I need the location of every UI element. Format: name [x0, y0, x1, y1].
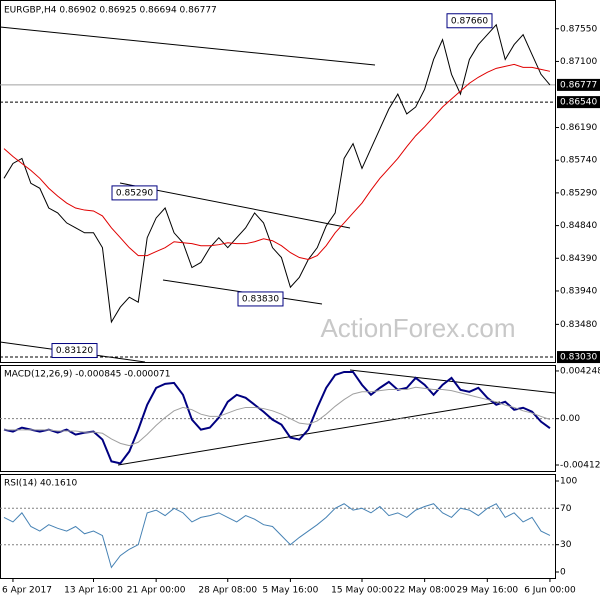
annotation-box	[51, 343, 98, 359]
y-tick-label: 0.83940	[560, 286, 597, 296]
series-line	[3, 503, 551, 569]
y-tick-label: 0.87550	[560, 24, 597, 34]
x-tick-label: 5 May 16:00	[262, 586, 318, 596]
price-panel	[0, 0, 556, 363]
annotation-label: 0.83830	[242, 294, 279, 304]
trendline	[0, 26, 376, 66]
rsi-panel	[0, 474, 556, 579]
y-tick-label: 0.83480	[560, 320, 597, 330]
x-tick-label: 6 Apr 2017	[2, 586, 52, 596]
price-label-box	[557, 78, 600, 91]
annotation-box	[237, 291, 284, 307]
y-tick-label: 0.84390	[560, 254, 597, 264]
y-tick-label: 70	[560, 504, 572, 514]
x-tick-label: 15 May 00:00	[331, 586, 393, 596]
y-tick-label: -0.004126	[560, 461, 600, 471]
y-tick-label: 100	[560, 477, 577, 487]
y-tick-label: 0.87100	[560, 57, 597, 67]
price-label-box	[557, 96, 600, 109]
trendline	[349, 369, 556, 394]
x-tick-label: 6 Jun 00:00	[524, 586, 576, 596]
annotation-box	[446, 13, 493, 29]
annotation-box	[111, 185, 158, 201]
x-tick-label: 22 May 08:00	[394, 586, 456, 596]
series-line	[3, 63, 551, 261]
price-title: EURGBP,H4 0.86902 0.86925 0.86694 0.8677…	[4, 6, 217, 16]
series-line	[4, 386, 551, 447]
y-tick-label: 0.85290	[560, 188, 597, 198]
y-tick-label: 0.85740	[560, 156, 597, 166]
price-label-box	[557, 351, 600, 364]
price-label: 0.86540	[560, 98, 597, 108]
annotation-label: 0.85290	[116, 188, 153, 198]
y-tick-label: 0.84840	[560, 221, 597, 231]
y-tick-label: 0.00	[560, 414, 580, 424]
price-label: 0.86777	[560, 80, 597, 90]
series-line	[3, 370, 551, 465]
trendline	[117, 401, 501, 466]
x-tick-label: 29 May 16:00	[456, 586, 518, 596]
y-tick-label: 0.004248	[560, 366, 600, 376]
annotation-label: 0.87660	[451, 16, 488, 26]
annotation-label: 0.83120	[56, 346, 93, 356]
x-tick-label: 13 Apr 16:00	[64, 586, 123, 596]
macd-title: MACD(12,26,9) -0.000845 -0.000071	[4, 370, 170, 380]
x-tick-label: 28 Apr 08:00	[198, 586, 257, 596]
y-tick-label: 0	[560, 567, 566, 577]
y-tick-label: 30	[560, 540, 572, 550]
watermark: ActionForex.com	[320, 313, 515, 343]
y-tick-label: 0.86190	[560, 123, 597, 133]
price-label: 0.83030	[560, 353, 597, 363]
rsi-title: RSI(14) 40.1610	[4, 479, 77, 489]
x-tick-label: 21 Apr 00:00	[127, 586, 186, 596]
series-line	[3, 23, 551, 324]
trendline	[119, 182, 351, 229]
